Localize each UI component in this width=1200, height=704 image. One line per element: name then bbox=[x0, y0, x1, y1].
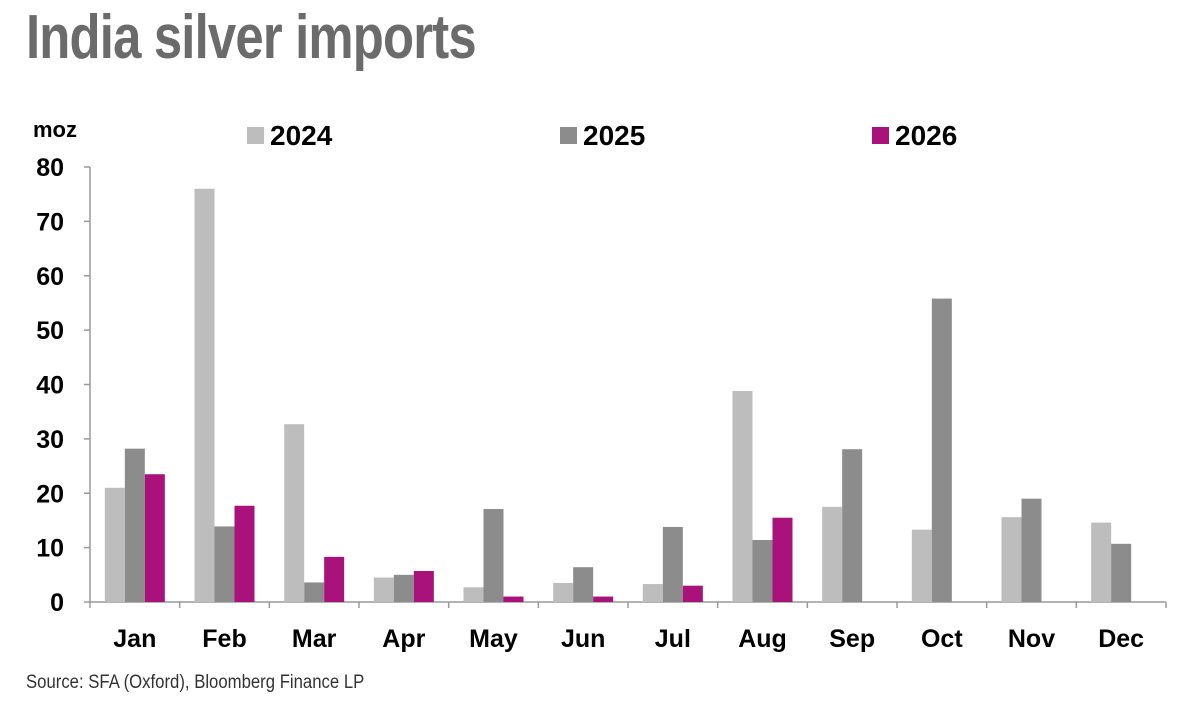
y-tick-label: 60 bbox=[36, 263, 64, 291]
bar-2024-mar bbox=[284, 424, 305, 602]
bar-2026-feb bbox=[234, 505, 255, 602]
x-tick-label: May bbox=[469, 625, 518, 653]
bar-2024-sep bbox=[822, 506, 843, 602]
y-tick-label: 20 bbox=[36, 480, 64, 508]
legend-swatch-2025 bbox=[560, 127, 577, 144]
bar-2026-jul bbox=[682, 585, 703, 602]
y-axis-label: moz bbox=[33, 117, 77, 142]
bar-2026-mar bbox=[324, 556, 345, 602]
bar-2025-mar bbox=[304, 582, 325, 602]
bar-2025-may bbox=[483, 509, 504, 602]
bar-2025-nov bbox=[1021, 498, 1042, 602]
x-tick-label: Aug bbox=[738, 625, 787, 653]
bar-2024-feb bbox=[194, 188, 215, 602]
bar-2024-oct bbox=[911, 529, 932, 602]
legend-swatch-2024 bbox=[247, 127, 264, 144]
y-tick-label: 70 bbox=[36, 208, 64, 236]
bar-2024-jan bbox=[104, 487, 125, 602]
x-tick-label: Jun bbox=[561, 625, 605, 653]
source-note: Source: SFA (Oxford), Bloomberg Finance … bbox=[26, 672, 365, 693]
bar-2024-nov bbox=[1001, 517, 1022, 602]
bar-2025-dec bbox=[1111, 543, 1132, 602]
bar-2025-sep bbox=[842, 449, 863, 602]
y-tick-label: 0 bbox=[50, 589, 64, 617]
bar-2026-aug bbox=[772, 517, 793, 602]
bar-2026-jan bbox=[144, 474, 165, 602]
x-tick-label: Apr bbox=[382, 625, 425, 653]
bar-2025-aug bbox=[752, 540, 773, 602]
bar-2024-dec bbox=[1091, 522, 1112, 602]
bar-2024-apr bbox=[373, 577, 394, 602]
bar-2025-oct bbox=[931, 298, 952, 602]
bar-2024-jul bbox=[642, 584, 663, 602]
y-tick-label: 10 bbox=[36, 535, 64, 563]
x-tick-label: Nov bbox=[1008, 625, 1055, 653]
bar-2025-jan bbox=[124, 448, 145, 602]
bar-2026-apr bbox=[413, 571, 434, 602]
x-tick-label: Sep bbox=[829, 625, 875, 653]
x-tick-label: Jan bbox=[113, 625, 156, 653]
bar-2024-aug bbox=[732, 391, 753, 602]
legend-label-2024: 2024 bbox=[270, 120, 333, 151]
legend-swatch-2026 bbox=[872, 127, 889, 144]
x-tick-label: Dec bbox=[1098, 625, 1144, 653]
bar-2024-jun bbox=[553, 582, 574, 602]
legend-label-2025: 2025 bbox=[583, 120, 645, 151]
x-tick-label: Jul bbox=[655, 625, 691, 653]
y-tick-label: 40 bbox=[36, 372, 64, 400]
x-tick-label: Feb bbox=[202, 625, 246, 653]
bar-2024-may bbox=[463, 587, 484, 602]
chart-title: India silver imports bbox=[26, 3, 477, 72]
bar-2025-jul bbox=[662, 526, 683, 602]
legend-label-2026: 2026 bbox=[895, 120, 957, 151]
bar-2026-jun bbox=[593, 596, 614, 602]
y-tick-label: 80 bbox=[36, 154, 64, 182]
bar-2025-apr bbox=[393, 574, 414, 602]
bar-2026-may bbox=[503, 596, 524, 602]
y-tick-label: 30 bbox=[36, 426, 64, 454]
x-tick-label: Mar bbox=[292, 625, 337, 653]
x-tick-label: Oct bbox=[921, 625, 963, 653]
y-tick-label: 50 bbox=[36, 317, 64, 345]
bar-2025-feb bbox=[214, 526, 235, 602]
bar-2025-jun bbox=[573, 567, 594, 602]
